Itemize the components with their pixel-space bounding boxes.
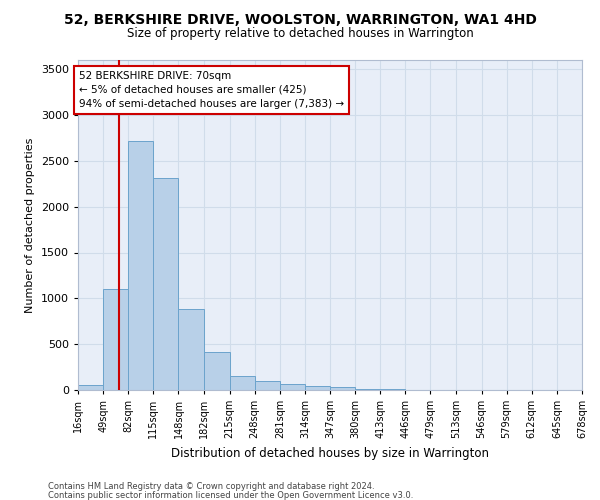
Bar [205,352,230,390]
Bar [128,140,154,390]
Bar [305,386,330,390]
Text: Contains HM Land Registry data © Crown copyright and database right 2024.: Contains HM Land Registry data © Crown c… [48,482,374,491]
Bar [178,310,205,390]
X-axis label: Distribution of detached houses by size in Warrington: Distribution of detached houses by size … [171,446,489,460]
Text: 52 BERKSHIRE DRIVE: 70sqm
← 5% of detached houses are smaller (425)
94% of semi-: 52 BERKSHIRE DRIVE: 70sqm ← 5% of detach… [79,71,344,109]
Bar [103,289,128,390]
Bar [230,376,254,390]
Bar [78,384,103,390]
Text: Contains public sector information licensed under the Open Government Licence v3: Contains public sector information licen… [48,491,413,500]
Bar [330,387,355,390]
Y-axis label: Number of detached properties: Number of detached properties [25,138,35,312]
Bar [280,384,305,390]
Text: Size of property relative to detached houses in Warrington: Size of property relative to detached ho… [127,28,473,40]
Bar [154,178,178,390]
Text: 52, BERKSHIRE DRIVE, WOOLSTON, WARRINGTON, WA1 4HD: 52, BERKSHIRE DRIVE, WOOLSTON, WARRINGTO… [64,12,536,26]
Bar [254,382,280,390]
Bar [355,388,380,390]
